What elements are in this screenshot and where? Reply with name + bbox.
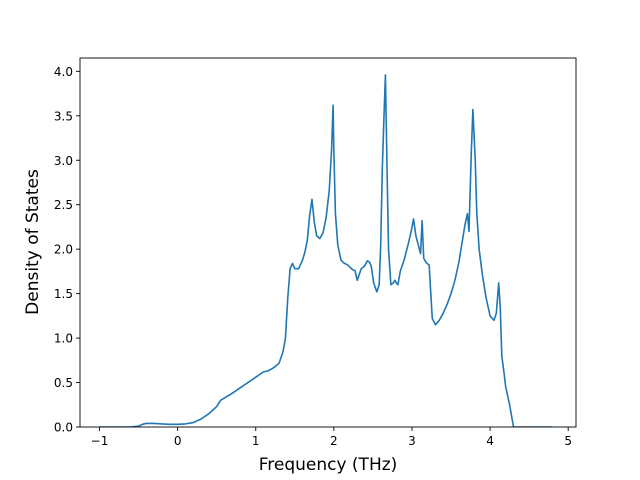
x-axis: −1 0 1 2 3 4 5 — [91, 427, 572, 448]
series-line-0 — [99, 74, 553, 427]
y-tick-label: 4.0 — [54, 65, 73, 79]
x-tick-label: 1 — [252, 434, 260, 448]
x-tick-label: 0 — [174, 434, 182, 448]
y-tick-label: 1.5 — [54, 287, 73, 301]
y-tick-label: 3.0 — [54, 154, 73, 168]
x-tick-label: −1 — [91, 434, 109, 448]
y-axis-label: Density of States — [23, 169, 43, 315]
x-tick-label: 3 — [408, 434, 416, 448]
y-axis: 0.0 0.5 1.0 1.5 2.0 2.5 3.0 3.5 4.0 — [54, 65, 80, 435]
x-axis-label: Frequency (THz) — [259, 455, 398, 475]
plot-area — [79, 57, 577, 428]
x-tick-label: 4 — [486, 434, 494, 448]
y-tick-label: 0.5 — [54, 376, 73, 390]
y-tick-label: 2.0 — [54, 243, 73, 257]
x-tick-label: 2 — [330, 434, 338, 448]
plot-frame — [79, 57, 577, 428]
y-tick-label: 0.0 — [54, 421, 73, 435]
y-tick-label: 2.5 — [54, 198, 73, 212]
x-tick-label: 5 — [564, 434, 572, 448]
y-tick-label: 3.5 — [54, 109, 73, 123]
y-tick-label: 1.0 — [54, 332, 73, 346]
